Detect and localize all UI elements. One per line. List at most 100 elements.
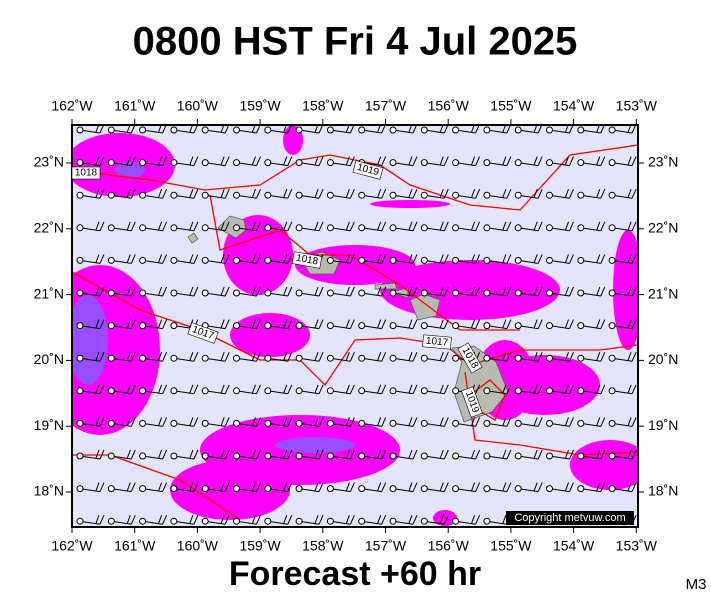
barb-station — [107, 485, 115, 493]
barb-station — [514, 485, 522, 493]
isobar-label: 1018 — [291, 251, 323, 269]
lat-label: 22˚N — [648, 220, 678, 236]
barb-station — [608, 289, 616, 297]
barb-station — [389, 256, 397, 264]
barb-station — [107, 387, 115, 395]
isobar-label: 1018 — [71, 166, 101, 180]
barb-station — [170, 354, 178, 362]
barb-station — [452, 322, 460, 330]
isobar-label-box — [291, 251, 323, 269]
barb-station — [608, 485, 616, 493]
barb-station — [483, 256, 491, 264]
lon-label: 159˚W — [239, 538, 281, 554]
barb-station — [483, 452, 491, 460]
barb-station — [514, 452, 522, 460]
barb-station — [107, 224, 115, 232]
barb-station — [577, 322, 585, 330]
barb-station — [577, 485, 585, 493]
barb-station — [389, 289, 397, 297]
lon-label: 160˚W — [177, 98, 219, 114]
barb-station — [546, 256, 553, 264]
barb-station — [389, 452, 397, 460]
barb-station — [264, 126, 272, 134]
barb-station — [76, 191, 84, 199]
barb-station — [326, 322, 334, 330]
barb-station — [233, 224, 240, 232]
barb-station — [170, 322, 178, 330]
barb-station — [608, 224, 616, 232]
barb-station — [483, 322, 491, 330]
barb-station — [264, 256, 272, 264]
barb-station — [577, 419, 585, 427]
lat-label: 19˚N — [34, 417, 64, 433]
barb-station — [326, 159, 334, 167]
barb-station — [170, 419, 178, 427]
isobar-label-box — [352, 160, 384, 180]
barb-station — [452, 289, 460, 297]
barb-station — [358, 419, 366, 427]
lon-label: 162˚W — [51, 538, 93, 554]
barb-station — [201, 289, 209, 297]
barb-station — [233, 419, 240, 427]
barb-station — [264, 419, 272, 427]
barb-station — [420, 256, 428, 264]
lon-label: 161˚W — [114, 98, 156, 114]
barb-station — [483, 224, 491, 232]
barb-station — [358, 126, 366, 134]
barb-station — [201, 419, 209, 427]
barb-station — [170, 517, 178, 525]
barb-station — [577, 387, 585, 395]
barb-station — [201, 191, 209, 199]
isobar-label-box — [461, 386, 483, 418]
barb-station — [452, 126, 460, 134]
barb-station — [514, 419, 522, 427]
barb-station — [170, 224, 178, 232]
barb-station — [608, 387, 616, 395]
lon-label: 156˚W — [428, 538, 470, 554]
barb-station — [358, 256, 366, 264]
barb-station — [326, 387, 334, 395]
lat-label: 23˚N — [648, 154, 678, 170]
barb-station — [452, 159, 460, 167]
barb-station — [389, 517, 397, 525]
barb-station — [264, 452, 272, 460]
barb-station — [546, 289, 553, 297]
lon-label: 160˚W — [177, 538, 219, 554]
copyright-box — [506, 511, 634, 525]
barb-station — [546, 452, 553, 460]
lon-label: 156˚W — [428, 98, 470, 114]
barb-station — [358, 517, 366, 525]
barb-station — [264, 289, 272, 297]
barb-station — [389, 354, 397, 362]
barb-station — [170, 256, 178, 264]
barb-station — [514, 159, 522, 167]
isobar-label: 1017 — [422, 334, 452, 350]
barb-station — [577, 224, 585, 232]
barb-station — [107, 452, 115, 460]
barb-station — [389, 126, 397, 134]
barb-station — [326, 452, 334, 460]
barb-station — [483, 289, 491, 297]
barb-station — [201, 485, 209, 493]
barb-station — [233, 517, 240, 525]
barb-station — [514, 256, 522, 264]
barb-station — [264, 354, 272, 362]
barb-station — [295, 224, 303, 232]
lon-label: 162˚W — [51, 98, 93, 114]
barb-station — [420, 289, 428, 297]
barb-station — [264, 159, 272, 167]
lat-label: 18˚N — [34, 483, 64, 499]
lon-label: 154˚W — [553, 538, 595, 554]
barb-station — [139, 354, 147, 362]
barb-station — [420, 452, 428, 460]
barb-station — [233, 322, 240, 330]
barb-station — [577, 256, 585, 264]
barb-station — [420, 191, 428, 199]
barb-station — [358, 224, 366, 232]
barb-station — [264, 191, 272, 199]
isobar-label-box — [187, 322, 219, 344]
barb-station — [76, 126, 84, 134]
barb-station — [170, 485, 178, 493]
barb-station — [76, 159, 84, 167]
barb-station — [295, 126, 303, 134]
